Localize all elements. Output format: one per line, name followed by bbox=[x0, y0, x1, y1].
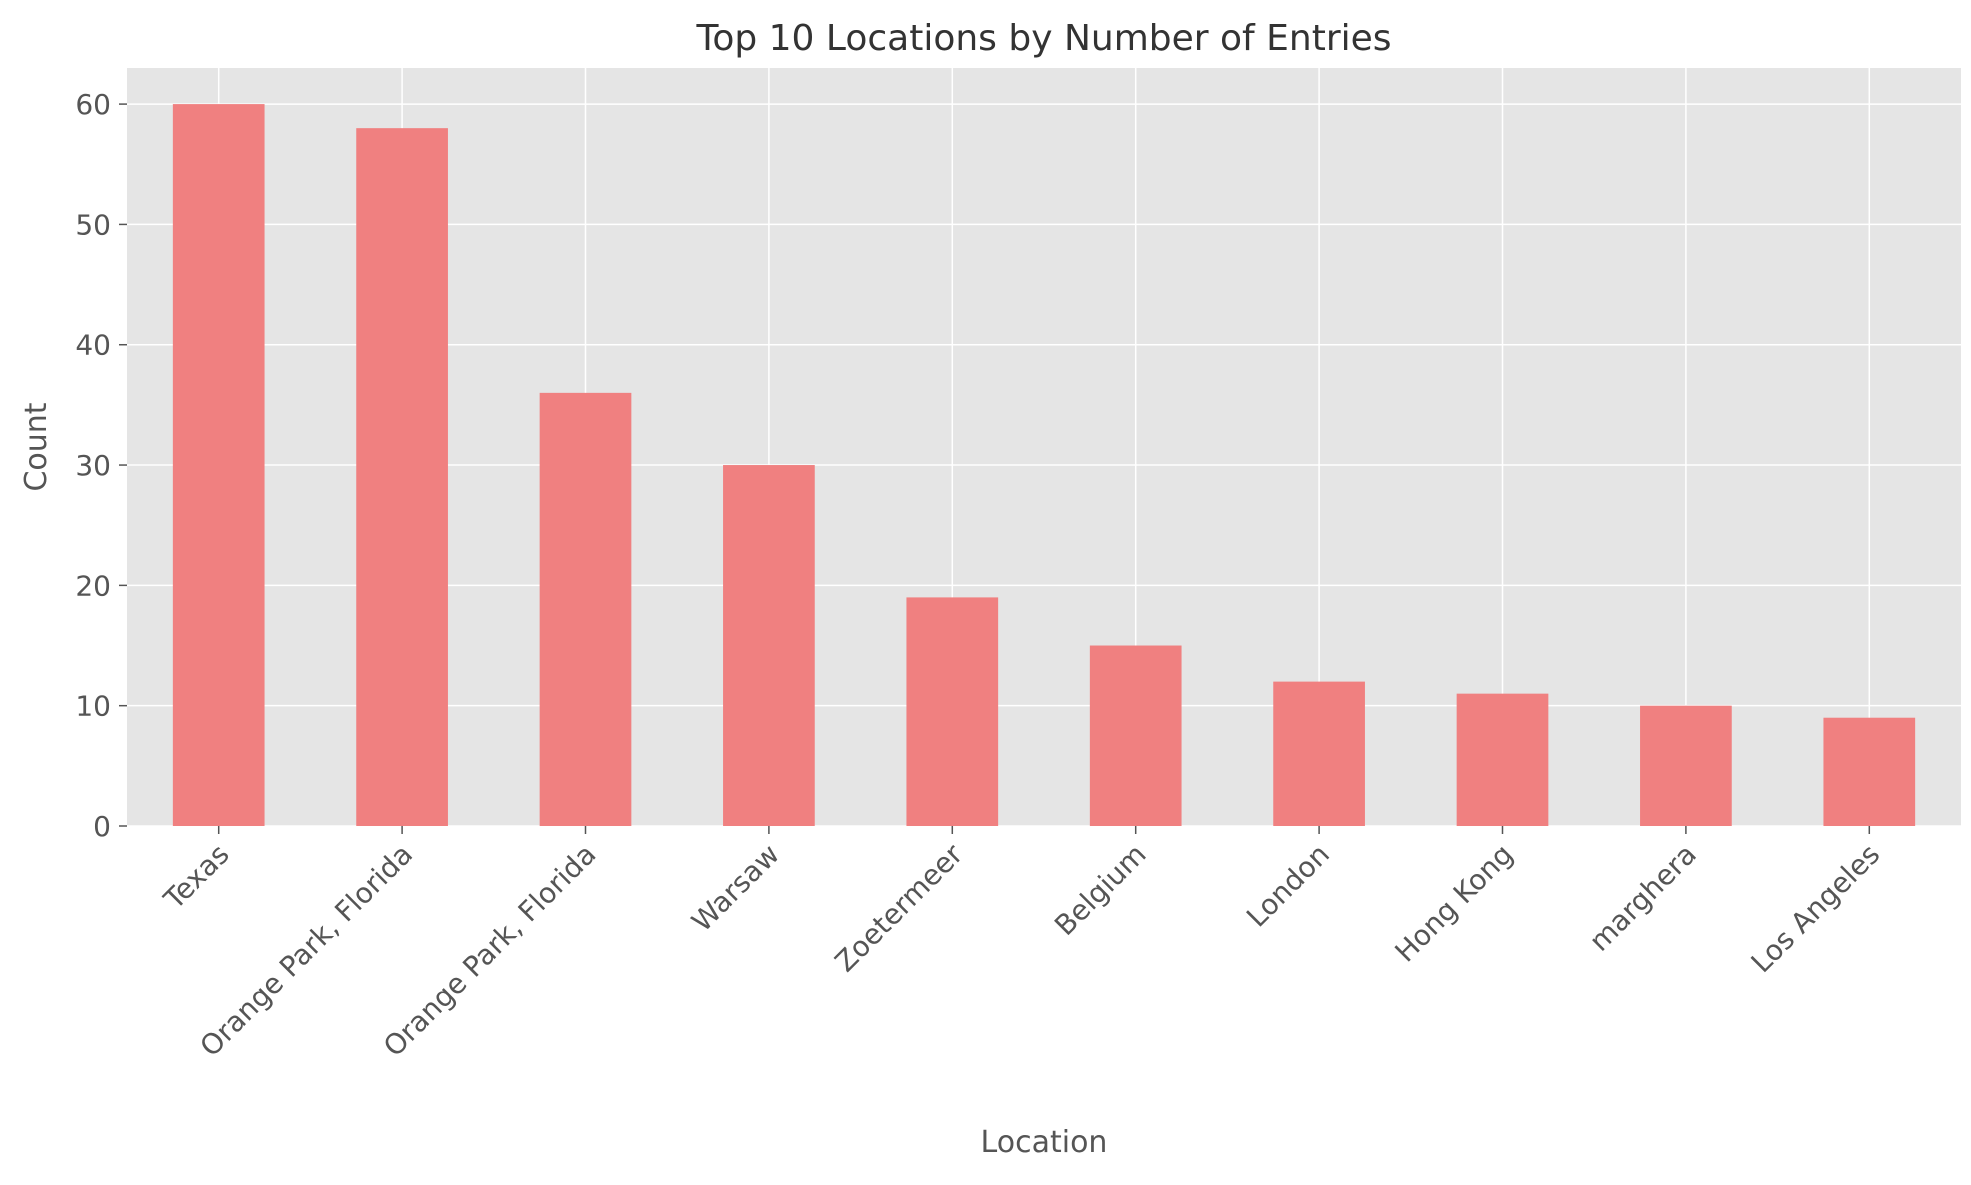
y-axis-ticks: 0 10 20 30 40 50 60 bbox=[75, 88, 127, 843]
y-tick-label: 10 bbox=[75, 690, 111, 723]
x-tick-label: marghera bbox=[1583, 838, 1703, 958]
bars bbox=[172, 104, 1916, 827]
bar bbox=[1640, 705, 1732, 826]
y-tick-label: 0 bbox=[93, 810, 111, 843]
x-tick-label: Texas bbox=[157, 838, 236, 917]
bar bbox=[1089, 645, 1182, 826]
y-tick-label: 50 bbox=[75, 208, 111, 241]
bar bbox=[356, 128, 448, 826]
bar bbox=[172, 104, 265, 827]
bar bbox=[1273, 681, 1365, 826]
x-tick-label: Belgium bbox=[1048, 838, 1153, 943]
y-tick-label: 60 bbox=[75, 88, 111, 121]
x-axis-label: Location bbox=[981, 1125, 1108, 1160]
bar bbox=[1456, 693, 1549, 826]
bar bbox=[906, 597, 999, 826]
bar bbox=[539, 392, 632, 826]
y-tick-label: 40 bbox=[75, 329, 111, 362]
x-tick-label: Zoetermeer bbox=[829, 837, 970, 978]
chart-title: Top 10 Locations by Number of Entries bbox=[695, 18, 1391, 59]
x-tick-label: London bbox=[1240, 838, 1336, 934]
y-tick-label: 30 bbox=[75, 449, 111, 482]
y-tick-label: 20 bbox=[75, 569, 111, 602]
x-tick-label: Warsaw bbox=[685, 838, 786, 939]
x-tick-label: Los Angeles bbox=[1745, 838, 1887, 980]
y-axis-label: Count bbox=[19, 402, 54, 491]
x-tick-label: Hong Kong bbox=[1388, 838, 1519, 969]
bar bbox=[1823, 717, 1916, 826]
bar bbox=[723, 465, 815, 826]
x-tick-label: Orange Park, Florida bbox=[194, 838, 420, 1064]
x-tick-label: Orange Park, Florida bbox=[377, 838, 603, 1064]
